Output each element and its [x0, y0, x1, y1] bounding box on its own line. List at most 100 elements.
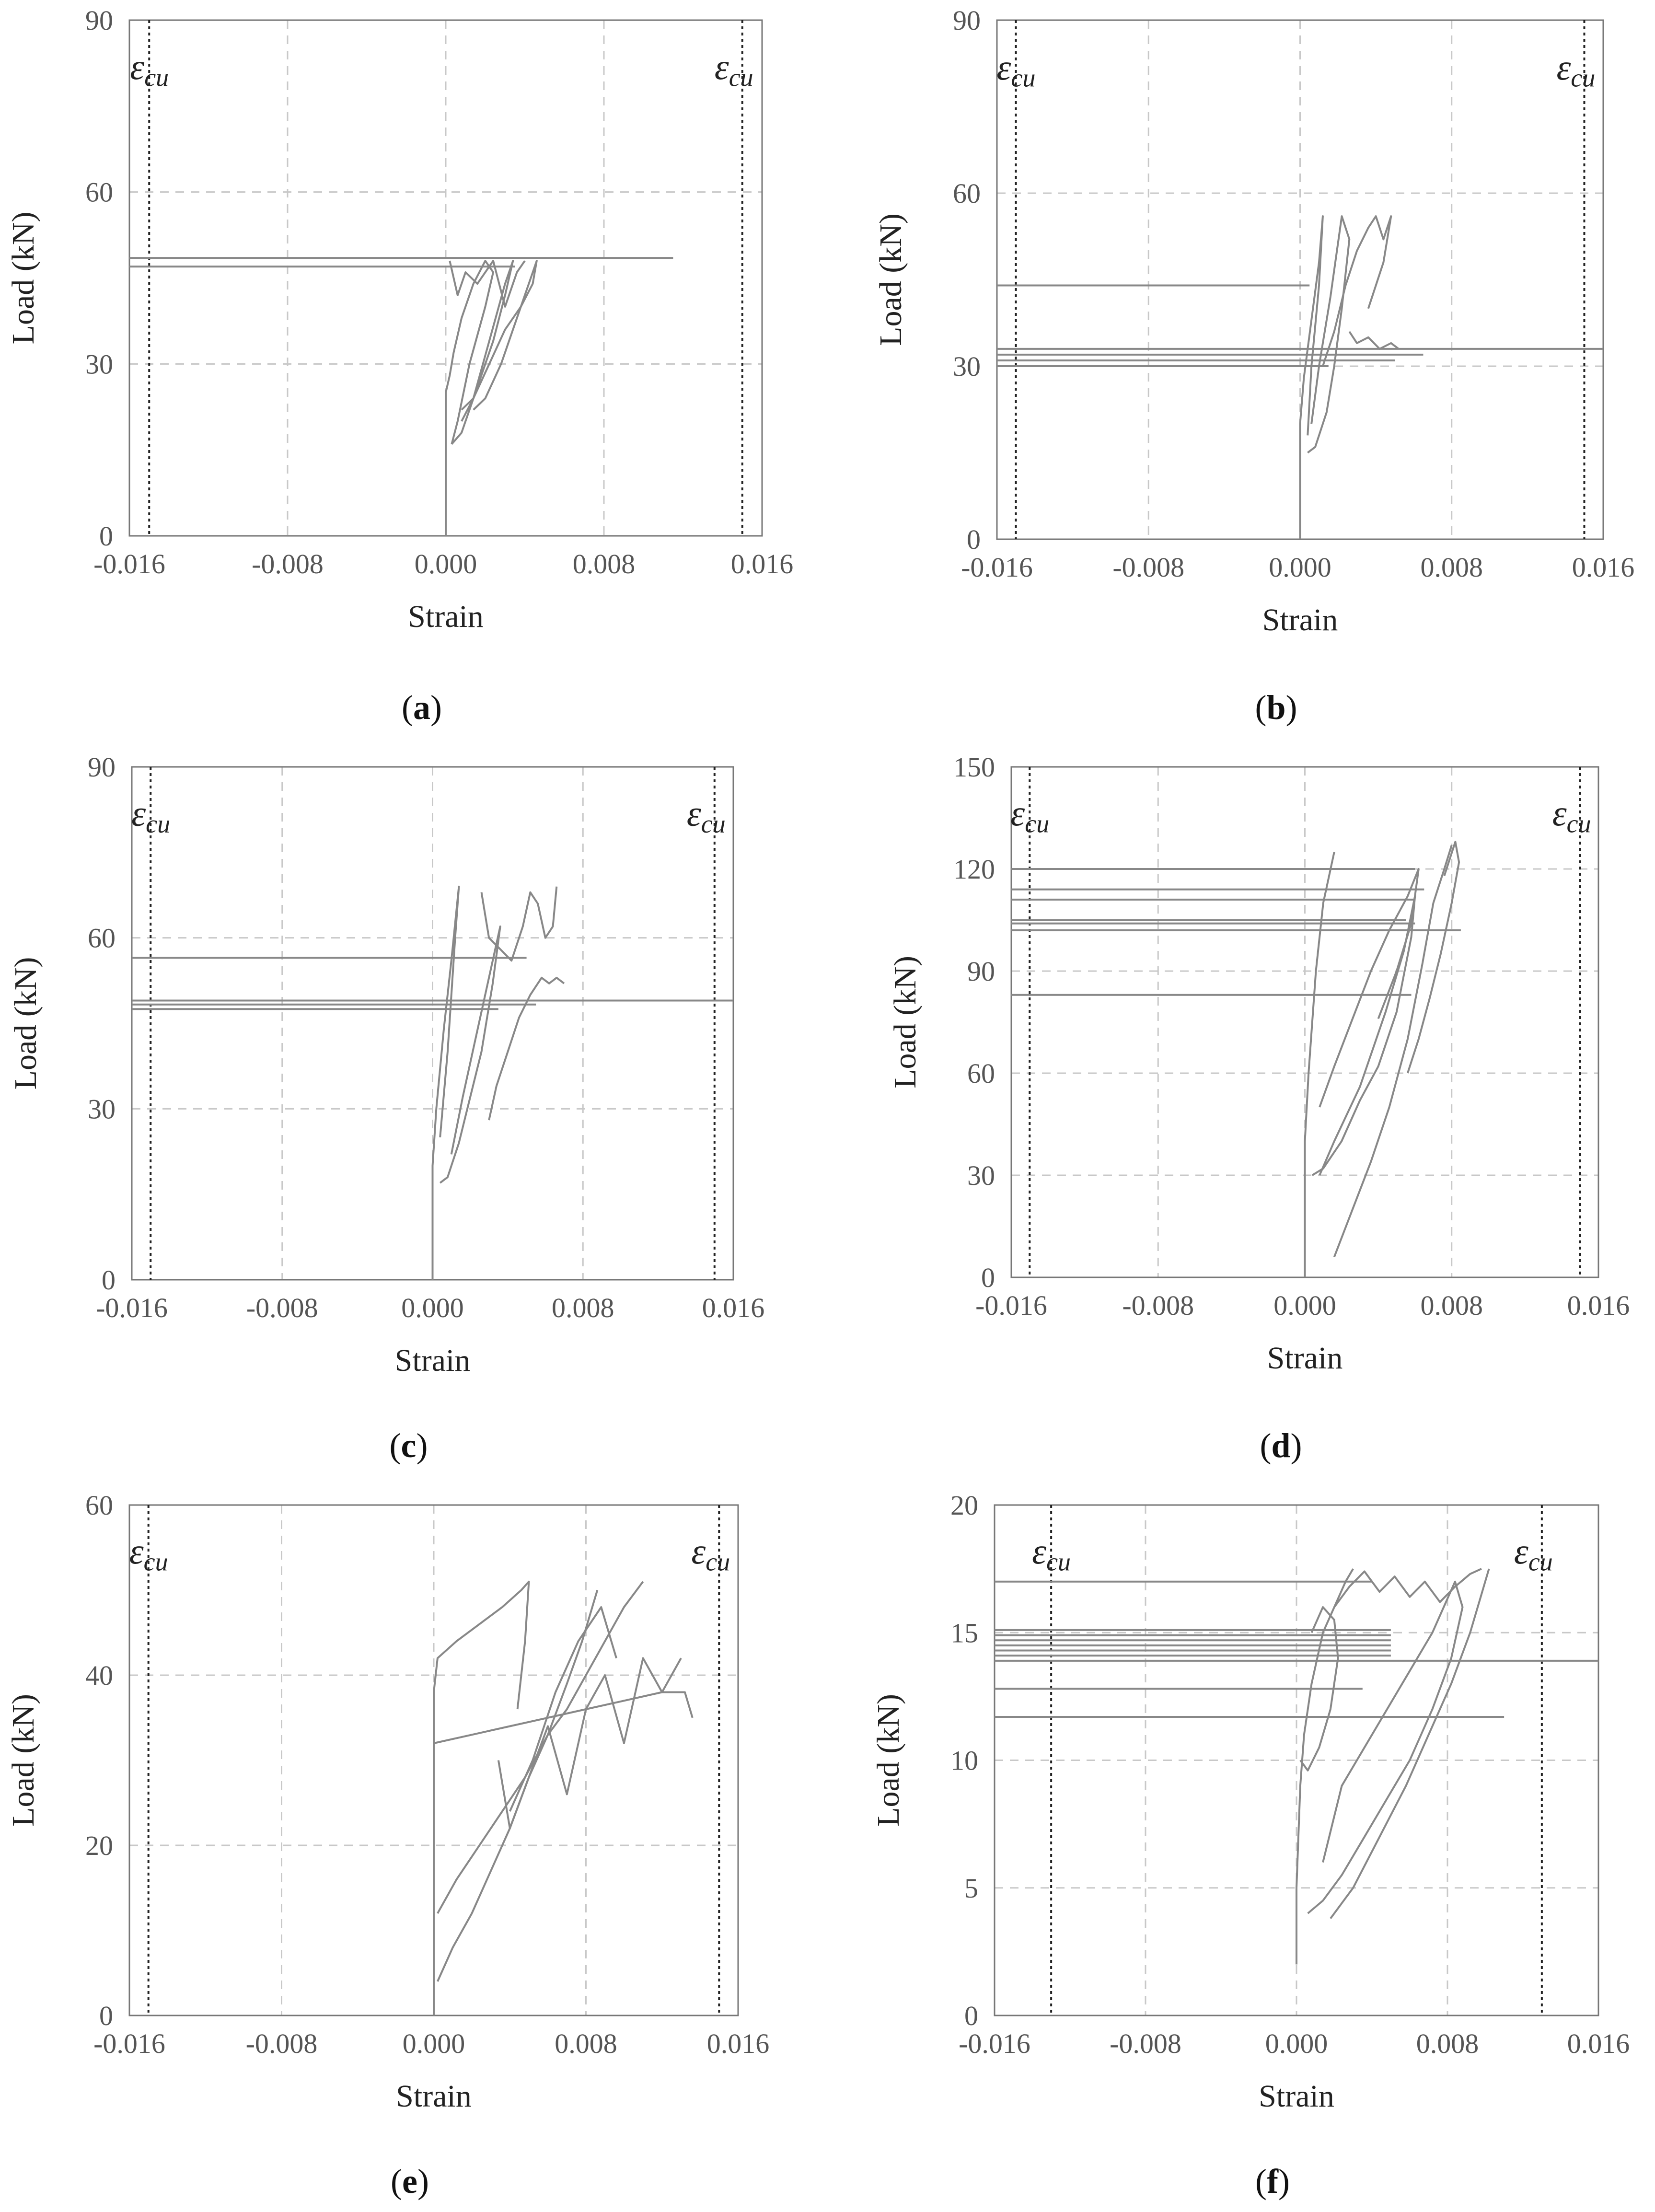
series-hysteresis-1: [1296, 1568, 1354, 1965]
y-tick-label: 30: [953, 351, 981, 382]
x-tick-label: 0.016: [1572, 552, 1635, 583]
panel-caption: (c): [390, 1426, 428, 1465]
series-hysteresis-1: [431, 885, 460, 1280]
y-tick-label: 60: [88, 923, 116, 954]
y-axis-label: Load (kN): [8, 957, 43, 1090]
series-hysteresis-4: [488, 976, 565, 1121]
x-tick-label: 0.016: [731, 548, 794, 579]
series-hysteresis-4: [449, 260, 526, 308]
series-hysteresis-3: [1333, 845, 1453, 1258]
x-tick-label: 0.008: [573, 548, 636, 579]
eps-cu-label: εcu: [1010, 793, 1049, 838]
x-tick-label: 0.008: [1421, 552, 1483, 583]
x-tick-label: 0.000: [1265, 2028, 1328, 2059]
panel-caption: (a): [402, 688, 442, 727]
y-tick-label: 60: [85, 177, 113, 208]
y-tick-label: 90: [953, 5, 981, 36]
series-hysteresis-3: [1322, 215, 1392, 367]
series-hysteresis-6: [509, 1606, 617, 1812]
series-hysteresis-3: [461, 260, 538, 411]
x-axis-label: Strain: [395, 1343, 471, 1378]
y-tick-label: 0: [99, 521, 113, 552]
y-tick-label: 0: [967, 524, 981, 555]
chart-panel-b: εcu εcu -0.016 -0.008 0.000 0.008 0.016 0 30 60 90…: [873, 5, 1634, 727]
y-tick-label: 20: [950, 1490, 978, 1521]
x-tick-label: 0.000: [415, 548, 477, 579]
x-tick-label: -0.008: [1122, 1290, 1194, 1321]
series-hysteresis-2: [1307, 1580, 1464, 1914]
panel-caption: (d): [1260, 1426, 1302, 1465]
y-tick-label: 90: [88, 752, 116, 783]
y-axis-label: Load (kN): [6, 212, 41, 345]
series-hysteresis-1: [433, 1580, 530, 2015]
plot-area: [994, 1504, 1599, 2016]
y-tick-label: 30: [967, 1160, 995, 1191]
eps-cu-label: εcu: [687, 794, 726, 838]
x-tick-label: 0.000: [1273, 1290, 1336, 1321]
x-tick-label: -0.008: [252, 548, 324, 579]
x-axis-label: Strain: [396, 2079, 472, 2114]
y-tick-label: 60: [967, 1058, 995, 1089]
series-hysteresis-1: [445, 260, 494, 536]
y-tick-label: 90: [85, 5, 113, 36]
x-tick-label: -0.008: [1112, 552, 1184, 583]
y-tick-label: 90: [967, 956, 995, 987]
chart-panel-c: εcu εcu -0.016 -0.008 0.000 0.008 0.016 0 30 60 90…: [8, 752, 764, 1465]
y-tick-label: 5: [964, 1873, 978, 1904]
y-axis-label: Load (kN): [871, 1694, 906, 1827]
y-axis-label: Load (kN): [888, 956, 923, 1089]
series-hysteresis-2: [1307, 215, 1351, 454]
y-axis-label: Load (kN): [873, 213, 908, 346]
y-tick-label: 0: [99, 2000, 113, 2031]
panel-caption: (b): [1255, 688, 1297, 727]
x-axis-label: Strain: [1262, 602, 1338, 637]
series-hysteresis-5: [1406, 841, 1460, 1074]
series-hysteresis-3: [437, 1581, 644, 1914]
x-tick-label: -0.008: [246, 2028, 318, 2059]
eps-cu-label: εcu: [130, 47, 169, 92]
x-axis-label: Strain: [1259, 2079, 1334, 2114]
y-tick-label: 0: [964, 2000, 978, 2031]
x-tick-label: -0.016: [93, 2028, 165, 2059]
chart-panel-d: εcu εcu -0.016 -0.008 0.000 0.008 0.016 0 30 60 90…: [888, 752, 1630, 1465]
y-tick-label: 20: [85, 1830, 113, 1861]
series-hysteresis-2: [451, 260, 514, 445]
chart-panel-e: εcu εcu -0.016 -0.008 0.000 0.008 0.016 0 20 40 60…: [6, 1490, 769, 2200]
y-tick-label: 60: [953, 178, 981, 209]
y-tick-label: 120: [953, 854, 995, 885]
x-tick-label: 0.000: [1269, 552, 1331, 583]
x-tick-label: 0.016: [1567, 2028, 1630, 2059]
series-hysteresis-2: [439, 925, 501, 1184]
x-tick-label: 0.000: [403, 2028, 465, 2059]
y-tick-label: 60: [85, 1490, 113, 1521]
x-tick-label: 0.000: [401, 1292, 464, 1323]
eps-cu-label: εcu: [1556, 48, 1595, 93]
eps-cu-label: εcu: [691, 1531, 730, 1576]
series-hysteresis-5: [1333, 1568, 1482, 1608]
x-tick-label: -0.016: [961, 552, 1033, 583]
x-tick-label: -0.016: [975, 1290, 1047, 1321]
series-hysteresis-2: [1311, 895, 1416, 1176]
x-tick-label: 0.008: [1416, 2028, 1479, 2059]
x-tick-label: -0.016: [959, 2028, 1030, 2059]
eps-cu-label: εcu: [131, 794, 170, 838]
series-hysteresis-4: [1348, 331, 1400, 350]
x-tick-label: -0.008: [246, 1292, 318, 1323]
y-tick-label: 30: [88, 1093, 116, 1124]
panel-caption: (f): [1255, 2162, 1290, 2200]
series-hysteresis-1: [1304, 852, 1335, 1277]
x-tick-label: 0.016: [1567, 1290, 1630, 1321]
x-tick-label: 0.008: [1421, 1290, 1483, 1321]
series-hysteresis-4: [433, 1691, 694, 1744]
x-tick-label: 0.016: [702, 1292, 765, 1323]
chart-panel-f: εcu εcu -0.016 -0.008 0.000 0.008 0.016 0 5 10 15 2…: [871, 1490, 1630, 2200]
y-tick-label: 0: [102, 1264, 116, 1296]
eps-cu-label: εcu: [129, 1531, 168, 1576]
series-hysteresis-3: [480, 886, 558, 962]
y-tick-label: 30: [85, 348, 113, 380]
y-tick-label: 15: [950, 1617, 978, 1648]
eps-cu-label: εcu: [715, 47, 753, 92]
eps-cu-label: εcu: [1032, 1531, 1071, 1576]
x-tick-label: 0.016: [707, 2028, 770, 2059]
